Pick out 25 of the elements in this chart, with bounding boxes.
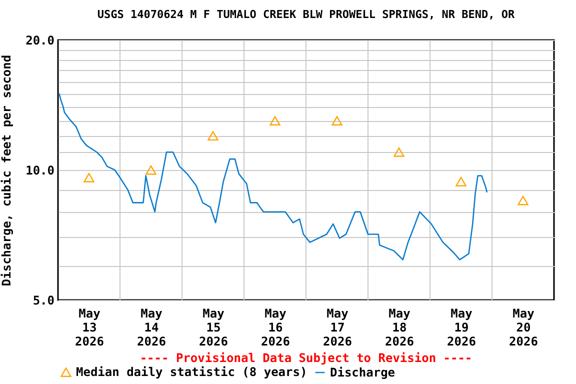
y-tick-label: 5.0 <box>32 294 54 308</box>
y-axis-title: Discharge, cubic feet per second <box>0 54 14 286</box>
point <box>456 176 466 186</box>
x-tick-label: May 18 2026 <box>385 306 414 348</box>
point <box>332 116 342 126</box>
chart-title: USGS 14070624 M F TUMALO CREEK BLW PROWELL SPRINGS, NR BEND, OR <box>97 8 515 21</box>
point <box>84 172 94 182</box>
x-tick-label: May 16 2026 <box>261 306 290 348</box>
point <box>270 116 280 126</box>
point <box>146 165 156 175</box>
text: ---- Provisional Data Subject to Revision ---- <box>140 351 472 365</box>
point <box>394 147 404 157</box>
legend-label: Median daily statistic (8 years) <box>76 365 308 380</box>
point <box>518 196 528 206</box>
point <box>208 131 218 141</box>
y-tick-label: 10.0 <box>26 164 54 178</box>
x-tick-label: May 20 2026 <box>509 306 538 348</box>
x-tick-label: May 14 2026 <box>137 306 166 348</box>
y-tick-label: 20.0 <box>26 34 54 48</box>
x-tick-label: May 19 2026 <box>447 306 476 348</box>
line-series <box>58 93 488 260</box>
x-tick-label: May 13 2026 <box>75 306 104 348</box>
x-tick-label: May 15 2026 <box>199 306 228 348</box>
legend-label: Discharge <box>330 366 396 380</box>
x-tick-label: May 17 2026 <box>323 306 352 348</box>
